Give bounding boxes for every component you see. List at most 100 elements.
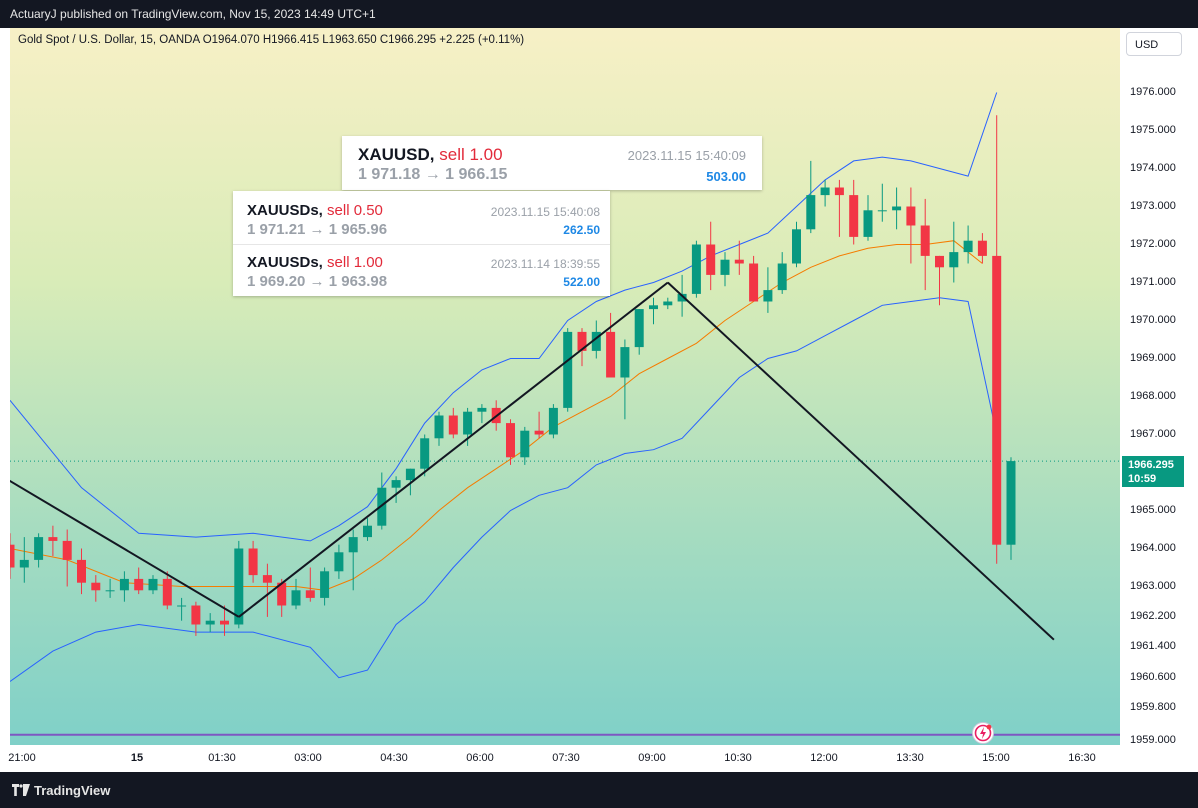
candle-body [520,430,530,458]
candle-body [906,206,916,226]
candle-body [949,252,959,268]
price-chart[interactable] [10,28,1120,745]
candle-body [105,590,115,592]
tradingview-logo-icon [12,784,30,796]
candle-body [19,559,29,568]
time-tick-label: 03:00 [294,752,322,764]
trend-line [238,281,669,618]
price-tick-label: 1965.000 [1130,503,1176,516]
candle-body [234,548,244,625]
candle-body [577,331,587,351]
trade-pnl: 503.00 [706,169,746,184]
trade-divider [233,244,610,245]
candle-body [977,240,987,256]
price-tick-label: 1976.000 [1130,85,1176,98]
bollinger-lower-line [10,297,998,682]
candle-body [763,290,773,302]
candle-body [191,605,201,625]
candle-body [177,605,187,607]
candle-body [448,415,458,435]
candle-body [405,468,415,481]
current-price-label: 1966.295 10:59 [1122,456,1184,487]
time-tick-label: 13:30 [896,752,924,764]
trade-box-2: XAUUSDs, sell 0.50 2023.11.15 15:40:08 1… [233,191,610,296]
price-tick-label: 1960.600 [1130,670,1176,683]
candle-body [777,263,787,291]
price-tick-label: 1962.200 [1130,609,1176,622]
time-axis[interactable] [0,745,1198,772]
candle-body [305,590,315,598]
candle-body [706,244,716,275]
candle-body [935,255,944,268]
candle-body [963,240,973,253]
trade-prices: 1 971.21 → 1 965.96 [247,221,388,238]
candle-body [820,187,830,196]
candle-body [220,620,229,625]
candle-body [277,582,287,606]
price-tick-label: 1974.000 [1130,161,1176,174]
candle-body [91,582,101,591]
candle-body [720,259,730,275]
current-price-value: 1966.295 [1128,459,1174,471]
time-tick-label: 10:30 [724,752,752,764]
price-tick-label: 1959.000 [1130,734,1176,746]
time-tick-label: 04:30 [380,752,408,764]
brand-name: TradingView [34,783,111,798]
candle-body [34,537,44,560]
publish-text: ActuaryJ published on TradingView.com, N… [10,7,376,21]
trade-symbol: XAUUSD, sell 1.00 [358,145,503,164]
price-tick-label: 1973.000 [1130,199,1176,212]
candle-body [649,305,658,310]
trade-side: sell 1.00 [327,254,383,271]
candle-body [10,544,15,568]
event-flash-icon[interactable] [972,722,994,744]
candle-body [506,423,515,458]
candle-body [663,301,673,306]
candle-body [62,540,72,560]
trade-date: 2023.11.14 18:39:55 [490,257,600,271]
candle-body [849,195,859,237]
trade-pnl: 262.50 [563,223,600,237]
candle-body [792,229,801,264]
trade-symbol: XAUUSDs, sell 0.50 [247,202,383,219]
price-tick-label: 1961.400 [1130,640,1176,653]
candle-body [320,571,330,598]
candle-body [348,537,358,553]
currency-button[interactable]: USD [1126,32,1182,56]
lightning-icon [974,724,992,742]
publish-header: ActuaryJ published on TradingView.com, N… [0,0,1198,28]
candle-body [205,620,215,625]
bollinger-upper-line [10,92,998,542]
trade-symbol: XAUUSDs, sell 1.00 [247,254,383,271]
price-tick-label: 1959.800 [1130,701,1176,714]
time-tick-label: 12:00 [810,752,838,764]
time-tick-label: 15 [130,752,144,764]
candle-body [548,407,558,435]
time-tick-label: 07:30 [552,752,580,764]
time-tick-label: 01:30 [208,752,236,764]
candle-body [691,244,701,294]
candle-body [563,331,573,408]
price-axis[interactable] [1120,28,1198,745]
left-margin [0,28,10,745]
candle-body [291,590,301,606]
price-tick-label: 1975.000 [1130,123,1176,136]
candle-body [591,331,601,351]
time-tick-label: 15:00 [982,752,1010,764]
bar-countdown: 10:59 [1128,473,1157,485]
candle-body [262,575,272,583]
price-tick-label: 1970.000 [1130,313,1176,326]
price-tick-label: 1972.000 [1130,237,1176,250]
candle-body [77,559,86,583]
candle-body [420,438,430,469]
candle-body [606,331,616,378]
candle-body [749,263,759,302]
price-tick-label: 1968.000 [1130,389,1176,402]
trade-pnl: 522.00 [563,275,600,289]
candle-body [434,415,444,439]
trade-prices: 1 969.20 → 1 963.98 [247,273,388,290]
time-tick-label: 16:30 [1068,752,1096,764]
candle-body [734,259,744,264]
price-tick-label: 1963.000 [1130,579,1176,592]
candle-body [892,206,902,211]
